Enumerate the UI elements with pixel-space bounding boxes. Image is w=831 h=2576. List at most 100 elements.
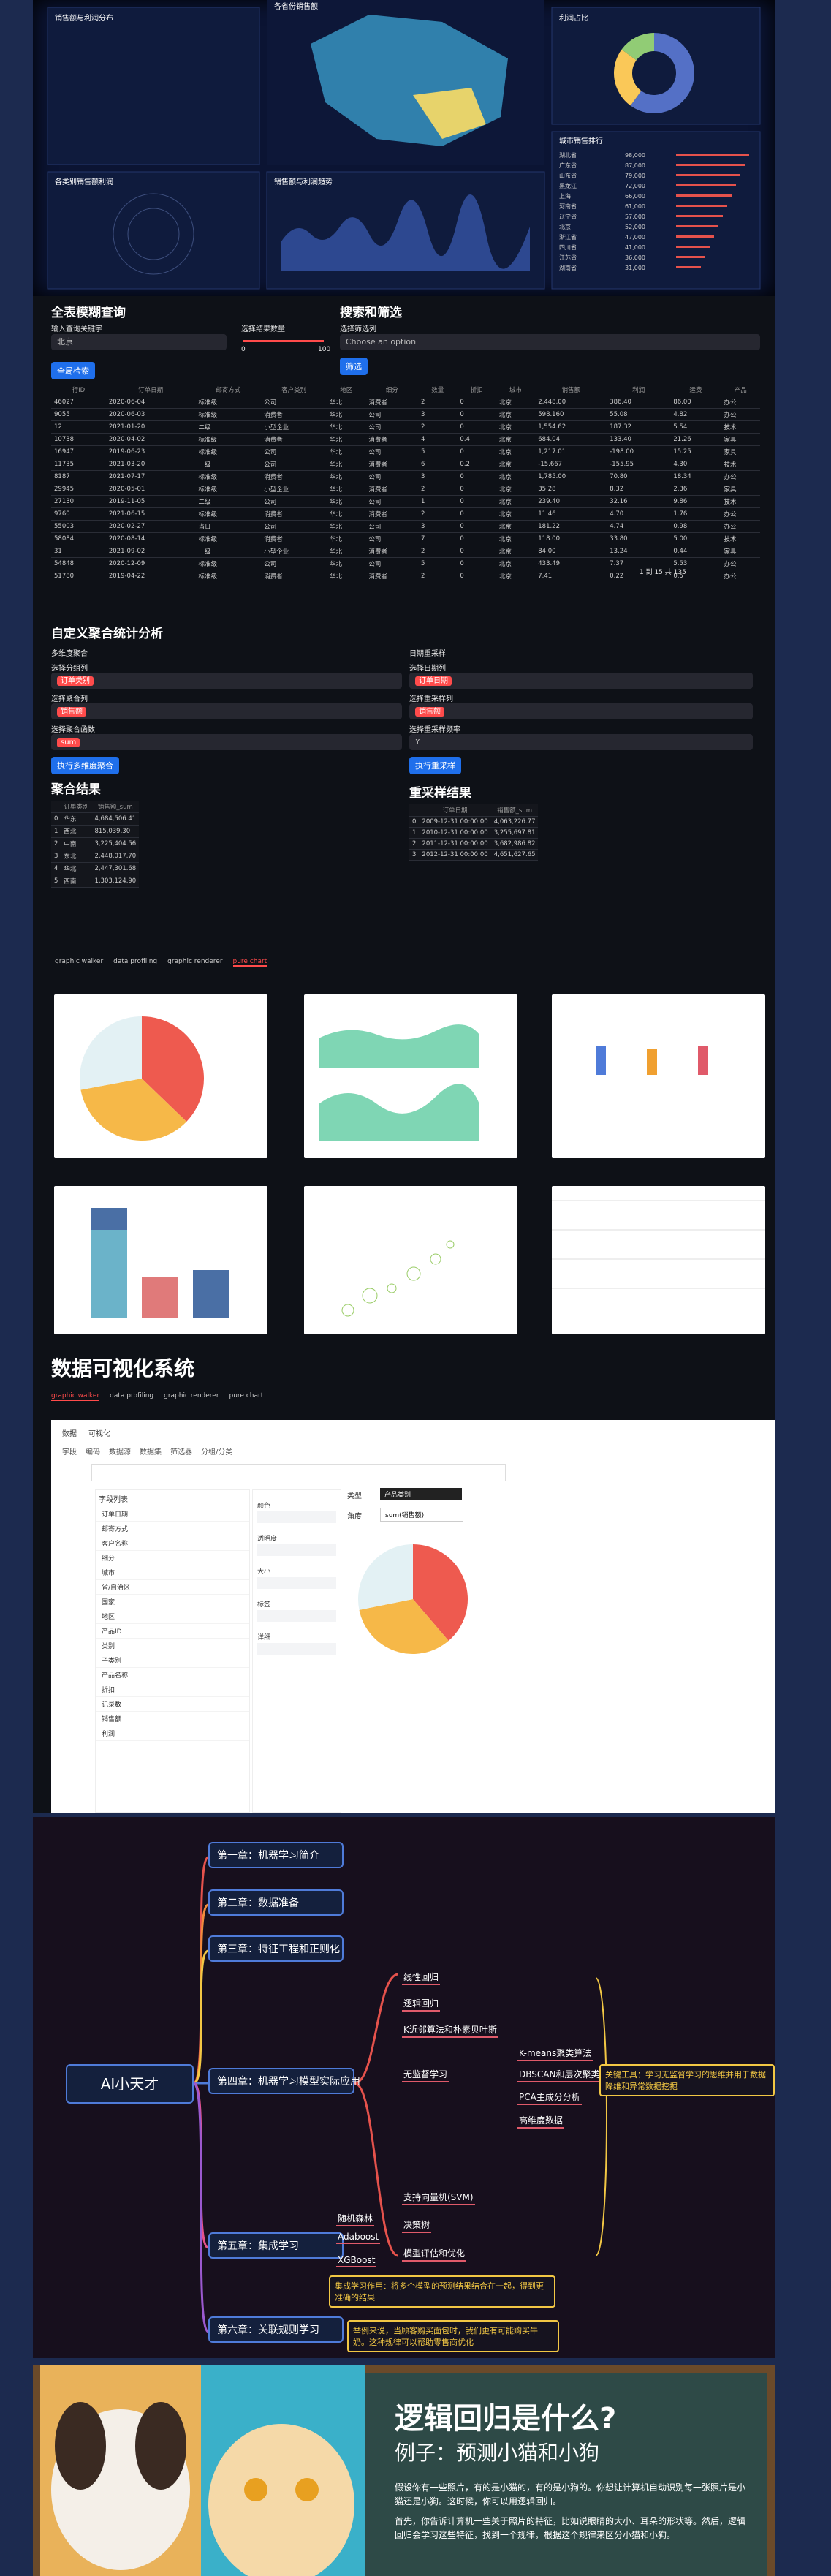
cell: 9760 — [51, 507, 106, 521]
label: 选择聚合函数 — [51, 726, 95, 734]
field[interactable]: 类别 — [96, 1639, 249, 1653]
leaf-node[interactable]: 线性回归 — [402, 1971, 441, 1985]
cell: 598.160 — [535, 408, 607, 421]
subtab[interactable]: 编码 — [86, 1448, 100, 1457]
field[interactable]: 记录数 — [96, 1697, 249, 1712]
resample-button[interactable]: 执行重采样 — [409, 757, 461, 774]
select[interactable]: 订单类别 — [51, 673, 402, 689]
select[interactable]: Y — [409, 734, 753, 750]
search-button[interactable]: 全局检索 — [51, 362, 95, 379]
field[interactable]: 地区 — [96, 1609, 249, 1624]
shelf-drop[interactable] — [257, 1577, 336, 1589]
field[interactable]: 折扣 — [96, 1682, 249, 1697]
select[interactable]: 销售额 — [51, 703, 402, 719]
leaf-node[interactable]: K-means聚类算法 — [517, 2047, 593, 2061]
tab[interactable]: pure chart — [229, 1392, 264, 1400]
area — [319, 1024, 479, 1068]
subtab[interactable]: 数据源 — [109, 1448, 131, 1457]
data-table: 行ID 订单日期 邮寄方式 客户类别 地区 细分 数量 折扣 城市 销售额 利润 运费 产品 46027 2… — [51, 384, 760, 581]
slider[interactable] — [243, 340, 324, 342]
tab[interactable]: pure chart — [232, 958, 267, 967]
field[interactable]: 子类别 — [96, 1653, 249, 1668]
leaf-node[interactable]: XGBoost — [336, 2255, 377, 2267]
leaf-node[interactable]: 支持向量机(SVM) — [402, 2191, 475, 2205]
rank-bar — [676, 194, 732, 197]
subtab[interactable]: 数据集 — [140, 1448, 162, 1457]
leaf-node[interactable]: PCA主成分分析 — [517, 2090, 582, 2105]
leaf-node[interactable]: 随机森林 — [336, 2212, 375, 2226]
chapter-node[interactable]: 第五章：集成学习 — [208, 2232, 344, 2259]
leaf-node[interactable]: K近邻算法和朴素贝叶斯 — [402, 2023, 498, 2038]
rank-name: 黑龙江 — [559, 182, 577, 189]
cell: 12 — [51, 420, 106, 434]
shelf-label: 标签 — [257, 1601, 271, 1609]
filter-select[interactable]: Choose an option — [340, 334, 760, 350]
rank-value: 57,000 — [625, 214, 645, 220]
toolbar-tab[interactable]: 数据 — [62, 1430, 77, 1438]
subtab[interactable]: 筛选器 — [170, 1448, 192, 1457]
cell: 18.34 — [670, 470, 721, 483]
tab[interactable]: graphic walker — [51, 1392, 100, 1401]
field[interactable]: 客户名称 — [96, 1536, 249, 1551]
shelf-drop[interactable] — [257, 1610, 336, 1622]
field[interactable]: 销售额 — [96, 1712, 249, 1726]
leaf-node[interactable]: Adaboost — [336, 2232, 381, 2244]
chapter-node[interactable]: 第三章：特征工程和正则化 — [208, 1935, 344, 1962]
tab[interactable]: data profiling — [110, 1392, 154, 1400]
cell: 1,217.01 — [535, 445, 607, 458]
rank-bar — [676, 246, 710, 248]
field[interactable]: 订单日期 — [96, 1507, 249, 1522]
search-input[interactable]: 北京 — [51, 334, 227, 350]
shelf-drop[interactable] — [257, 1511, 336, 1523]
select[interactable]: sum — [51, 734, 402, 750]
field[interactable]: 省/自治区 — [96, 1580, 249, 1595]
field[interactable]: 产品ID — [96, 1624, 249, 1639]
chapter-node[interactable]: 第二章：数据准备 — [208, 1889, 344, 1916]
area — [319, 1084, 479, 1141]
tab[interactable]: graphic renderer — [164, 1392, 219, 1400]
leaf-node[interactable]: DBSCAN和层次聚类算法 — [517, 2068, 619, 2082]
toolbar-tab[interactable]: 可视化 — [88, 1430, 110, 1438]
chapter-node[interactable]: 第六章：关联规则学习 — [208, 2316, 344, 2343]
leaf-node[interactable]: 无监督学习 — [402, 2068, 449, 2082]
field[interactable]: 细分 — [96, 1551, 249, 1565]
leaf-node[interactable]: 模型评估和优化 — [402, 2247, 467, 2262]
field[interactable]: 利润 — [96, 1726, 249, 1741]
rank-name: 辽宁省 — [559, 213, 577, 220]
cell: 公司 — [365, 470, 418, 483]
tab[interactable]: graphic renderer — [167, 958, 223, 965]
cell: 消费者 — [365, 433, 418, 446]
cell: 2020-02-27 — [105, 520, 196, 533]
chapter-node[interactable]: 第四章：机器学习模型实际应用 — [208, 2068, 360, 2094]
cell: 4,063,226.77 — [490, 816, 539, 828]
leaf-node[interactable]: 逻辑回归 — [402, 1997, 441, 2012]
leaf-node[interactable]: 高维度数据 — [517, 2114, 565, 2129]
shelf-drop[interactable] — [257, 1643, 336, 1655]
subtab[interactable]: 字段 — [62, 1448, 77, 1457]
charts-section: graphic walker data profiling graphic rend… — [33, 940, 775, 1338]
cell: 46027 — [51, 396, 106, 409]
select[interactable]: 订单日期 — [409, 673, 753, 689]
subtab[interactable]: 分组/分类 — [201, 1448, 233, 1457]
select[interactable]: 销售额 — [409, 703, 753, 719]
cell: 0.2 — [457, 458, 496, 471]
panel-bg — [47, 171, 260, 290]
leaf-node[interactable]: 决策树 — [402, 2218, 432, 2233]
cell: 4.70 — [607, 507, 671, 521]
shelf-drop[interactable] — [257, 1544, 336, 1556]
field[interactable]: 城市 — [96, 1565, 249, 1580]
root-node[interactable]: AI小天才 — [66, 2064, 194, 2104]
agg-button[interactable]: 执行多维度聚合 — [51, 757, 119, 774]
tab[interactable]: graphic walker — [55, 958, 104, 965]
cell: 技术 — [721, 458, 760, 471]
cell: 58084 — [51, 532, 106, 545]
cell: 3,225,404.56 — [91, 837, 140, 850]
field[interactable]: 国家 — [96, 1595, 249, 1609]
cell: 西北 — [61, 825, 92, 838]
filter-button[interactable]: 筛选 — [340, 358, 368, 375]
field[interactable]: 邮寄方式 — [96, 1522, 249, 1536]
field[interactable]: 产品名称 — [96, 1668, 249, 1682]
chapter-node[interactable]: 第一章：机器学习简介 — [208, 1842, 344, 1868]
tab[interactable]: data profiling — [113, 958, 158, 965]
